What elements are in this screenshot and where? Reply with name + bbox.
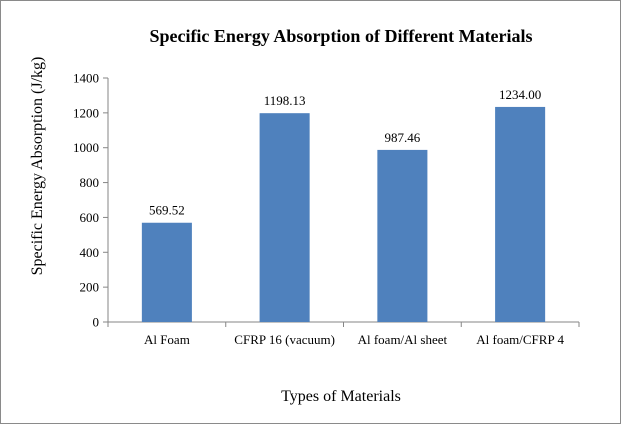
x-tick-label: CFRP 16 (vacuum)	[234, 332, 335, 347]
y-tick-label: 1200	[73, 105, 99, 120]
data-label: 1198.13	[264, 93, 306, 108]
bar	[495, 106, 546, 322]
x-tick-label: Al Foam	[144, 332, 190, 347]
data-label: 569.52	[149, 203, 185, 218]
bar	[377, 149, 428, 322]
y-tick-label: 1000	[73, 140, 99, 155]
data-label: 987.46	[385, 130, 421, 145]
data-label: 1234.00	[499, 87, 541, 102]
x-tick-label: Al foam/CFRP 4	[476, 332, 564, 347]
y-tick-label: 600	[80, 210, 100, 225]
x-tick-label: Al foam/Al sheet	[358, 332, 448, 347]
y-tick-label: 200	[80, 280, 100, 295]
y-axis-label: Specific Energy Absorption (J/kg)	[29, 57, 46, 276]
y-tick-label: 0	[93, 315, 100, 330]
x-axis-label: Types of Materials	[281, 388, 401, 405]
plot-area: 0 200 400 600 800 1000 1200 1400 569.52 Al Foam 11…	[73, 71, 580, 347]
y-tick-label: 1400	[73, 71, 99, 86]
y-tick-label: 400	[80, 245, 100, 260]
chart-title: Specific Energy Absorption of Different …	[149, 26, 532, 46]
bar	[259, 113, 310, 322]
bar	[141, 222, 192, 322]
y-tick-label: 800	[80, 175, 100, 190]
